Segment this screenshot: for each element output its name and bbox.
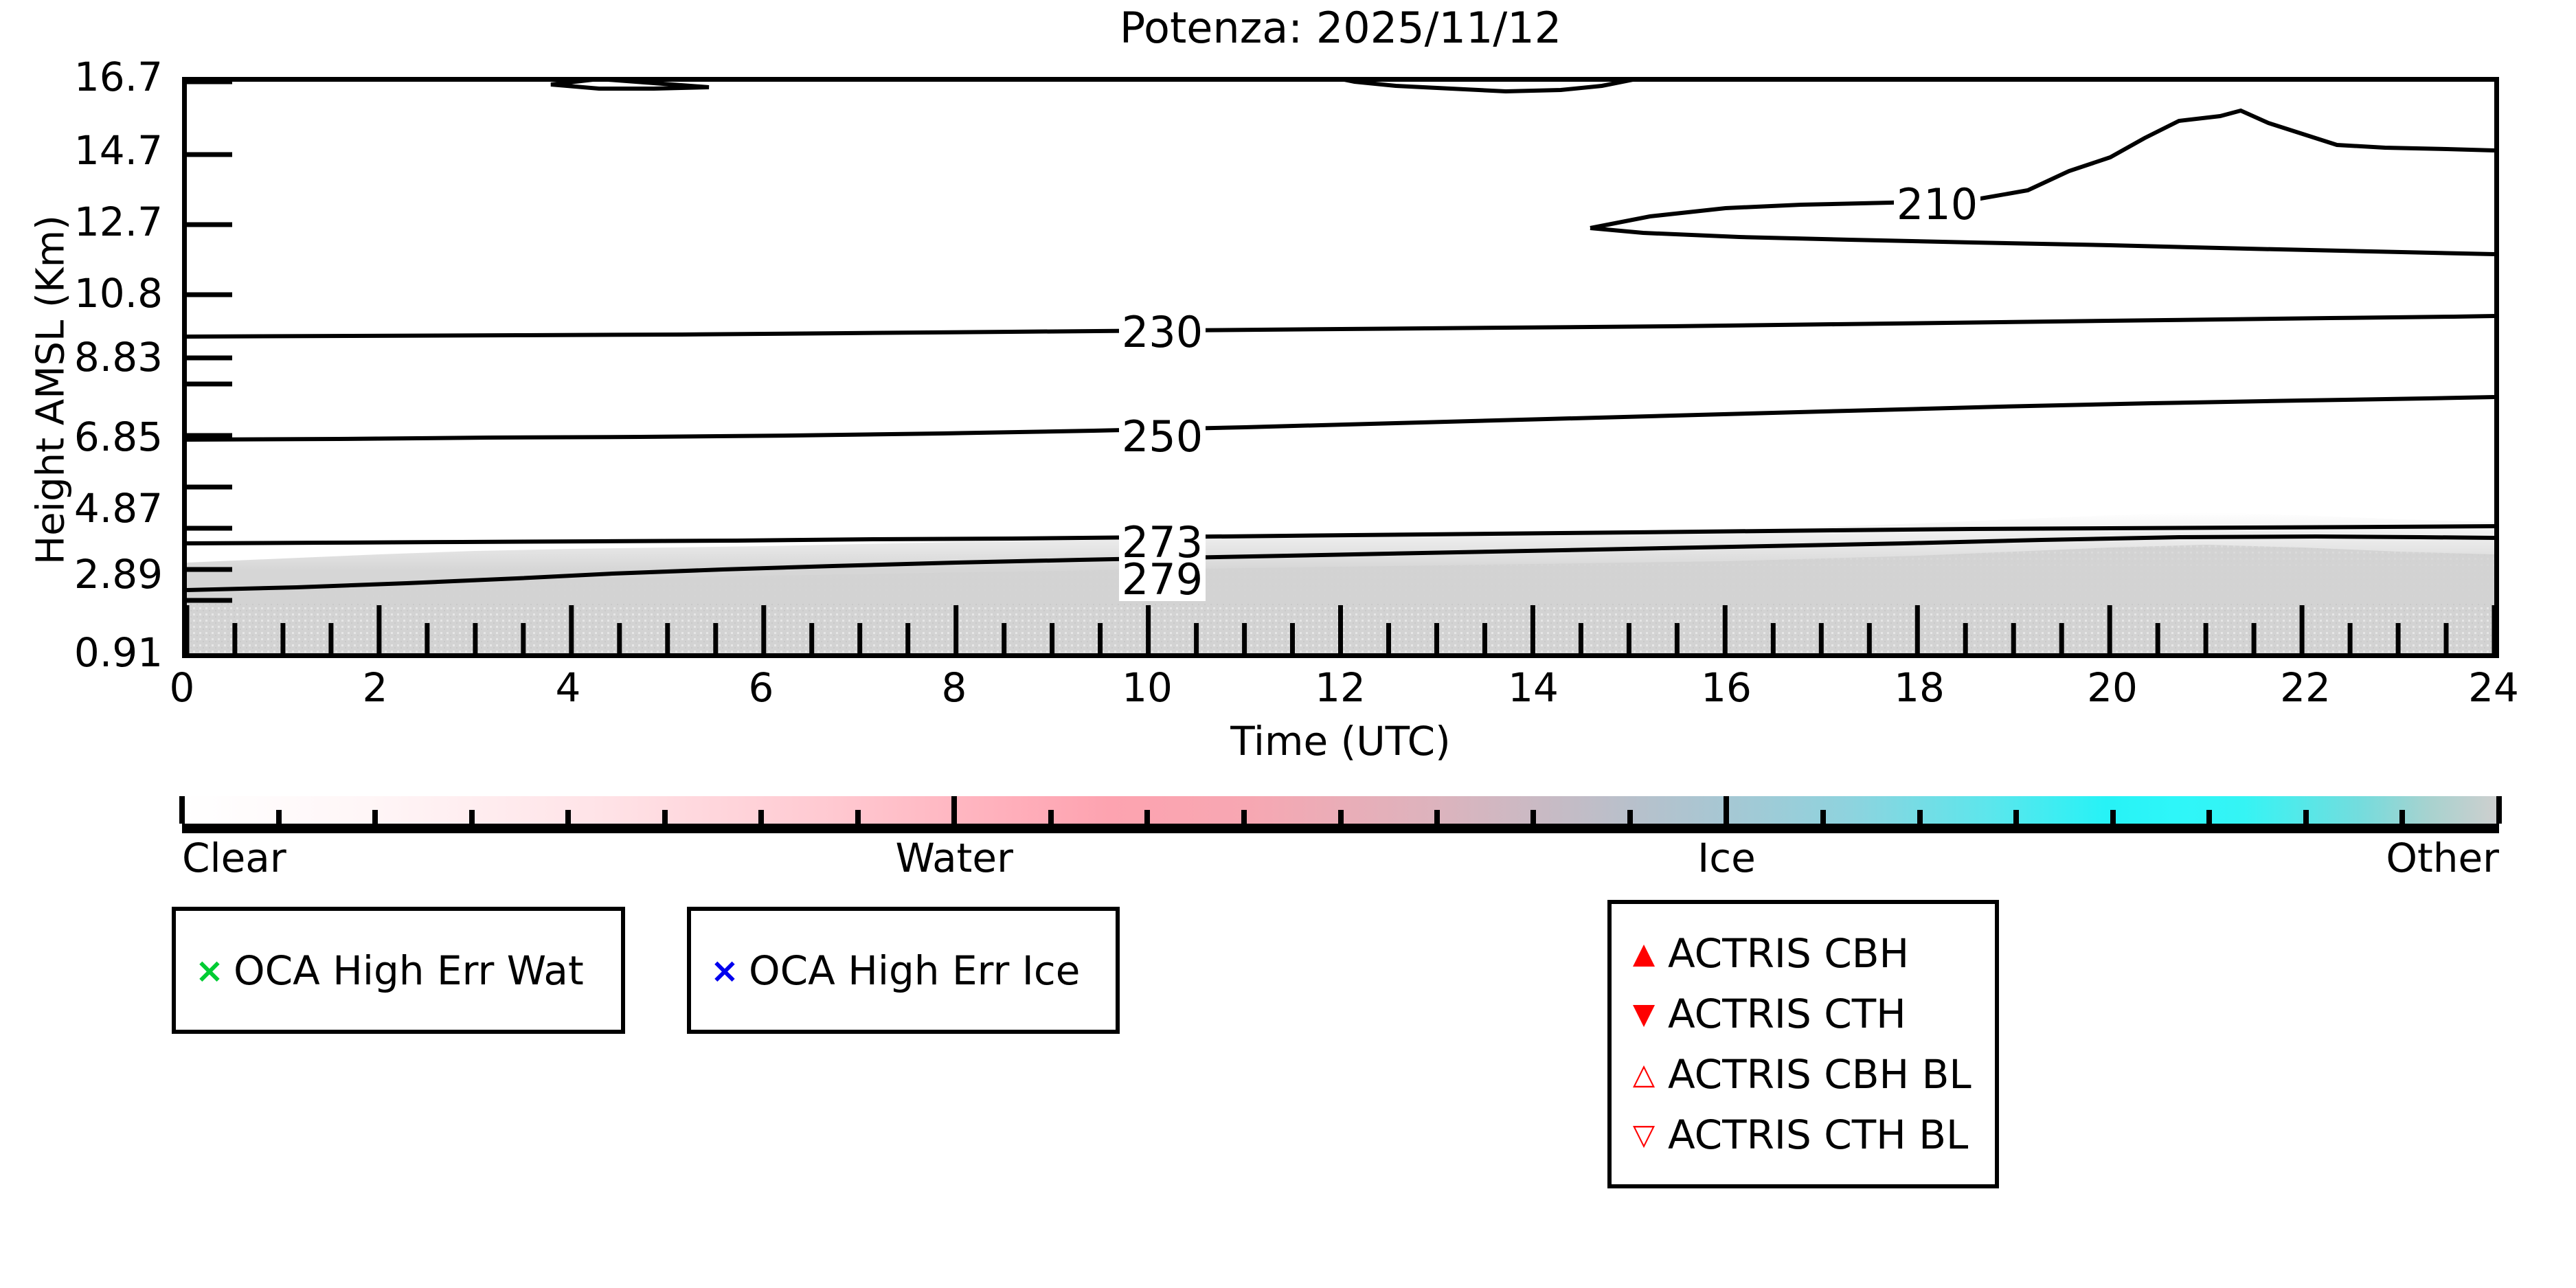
y-axis-ticks [187,82,232,603]
x-marker-blue-icon: × [710,950,739,991]
contour-250 [187,395,2494,442]
x-tick-label-16: 16 [1701,664,1752,711]
colorbar-label-ice: Ice [1697,835,1756,881]
x-tick-label-18: 18 [1894,664,1945,711]
plot-svg: 230 250 273 279 210 [187,82,2494,653]
x-tick-label-12: 12 [1315,664,1366,711]
contour-210-lower [1590,226,2494,256]
colorbar-tick-labels: Clear Water Ice Other [182,836,2499,891]
y-tick-label-6-85: 6.85 [74,414,163,460]
x-tick-label-14: 14 [1508,664,1559,711]
colorbar-label-water: Water [895,835,1013,881]
y-tick-label-16-7: 16.7 [74,54,163,100]
contour-label-210: 210 [1897,179,1978,229]
x-tick-label-22: 22 [2280,664,2331,711]
colorbar-label-clear: Clear [182,835,286,881]
contour-label-250: 250 [1122,411,1203,462]
legend-label-actris-cth: ACTRIS CTH [1668,991,1906,1037]
y-tick-label-0-91: 0.91 [74,629,163,676]
triangle-down-filled-icon: ▼ [1632,997,1656,1030]
y-tick-label-14-7: 14.7 [74,127,163,174]
colorbar-axis-line [182,824,2499,833]
colorbar-ticks [179,796,2502,824]
x-tick-label-6: 6 [748,664,774,711]
legend-row: × OCA High Err Wat [190,940,607,1001]
x-axis-ticks [187,605,2494,653]
contour-230 [187,314,2494,339]
y-tick-label-2-89: 2.89 [74,551,163,598]
contour-210-upper [1590,108,2494,230]
legend-label-actris-cbh: ACTRIS CBH [1668,930,1910,977]
x-tick-label-10: 10 [1122,664,1173,711]
legend-row: ▲ ACTRIS CBH [1624,923,1982,984]
legend-row: × OCA High Err Ice [705,940,1102,1001]
contour-upper-b [1344,82,1634,94]
legend-row: ▽ ACTRIS CTH BL [1624,1105,1982,1165]
legend-actris[interactable]: ▲ ACTRIS CBH ▼ ACTRIS CTH △ ACTRIS CBH B… [1607,900,1999,1188]
x-tick-label-0: 0 [169,664,195,711]
legend-oca-high-err-ice[interactable]: × OCA High Err Ice [687,907,1120,1034]
triangle-up-filled-icon: ▲ [1632,936,1656,970]
legend-row: ▼ ACTRIS CTH [1624,984,1982,1044]
colorbar[interactable]: Clear Water Ice Other [179,796,2502,880]
contour-label-279: 279 [1122,554,1203,605]
colorbar-label-other: Other [2386,835,2499,881]
contour-273 [187,524,2494,545]
legend-label-actris-cbh-bl: ACTRIS CBH BL [1668,1051,1971,1098]
x-marker-green-icon: × [195,950,224,991]
x-tick-label-20: 20 [2087,664,2138,711]
contour-label-group: 230 250 273 279 210 [1119,179,1980,605]
legend-label-oca-water: OCA High Err Wat [234,947,584,994]
triangle-down-open-icon: ▽ [1632,1118,1656,1151]
y-tick-label-12-7: 12.7 [74,199,163,245]
y-tick-label-4-87: 4.87 [74,485,163,532]
x-tick-label-2: 2 [362,664,388,711]
page-title: Potenza: 2025/11/12 [1119,3,1562,53]
legend-label-oca-ice: OCA High Err Ice [749,947,1081,994]
plot-area: 230 250 273 279 210 [182,77,2499,658]
legend-label-actris-cth-bl: ACTRIS CTH BL [1668,1111,1969,1158]
y-axis-labels: 16.7 14.7 12.7 10.8 8.83 6.85 4.87 2.89 … [0,0,175,1288]
legend-oca-high-err-wat[interactable]: × OCA High Err Wat [172,907,625,1034]
triangle-up-open-icon: △ [1632,1057,1656,1091]
legend-row: △ ACTRIS CBH BL [1624,1044,1982,1105]
contour-sliver [550,82,710,91]
contour-label-230: 230 [1122,307,1203,357]
x-tick-label-8: 8 [941,664,967,711]
y-tick-label-10-8: 10.8 [74,270,163,317]
y-tick-label-8-83: 8.83 [74,334,163,381]
x-tick-label-4: 4 [555,664,581,711]
x-tick-label-24: 24 [2468,664,2519,711]
x-axis-title: Time (UTC) [1230,718,1451,765]
contour-279 [187,534,2494,592]
